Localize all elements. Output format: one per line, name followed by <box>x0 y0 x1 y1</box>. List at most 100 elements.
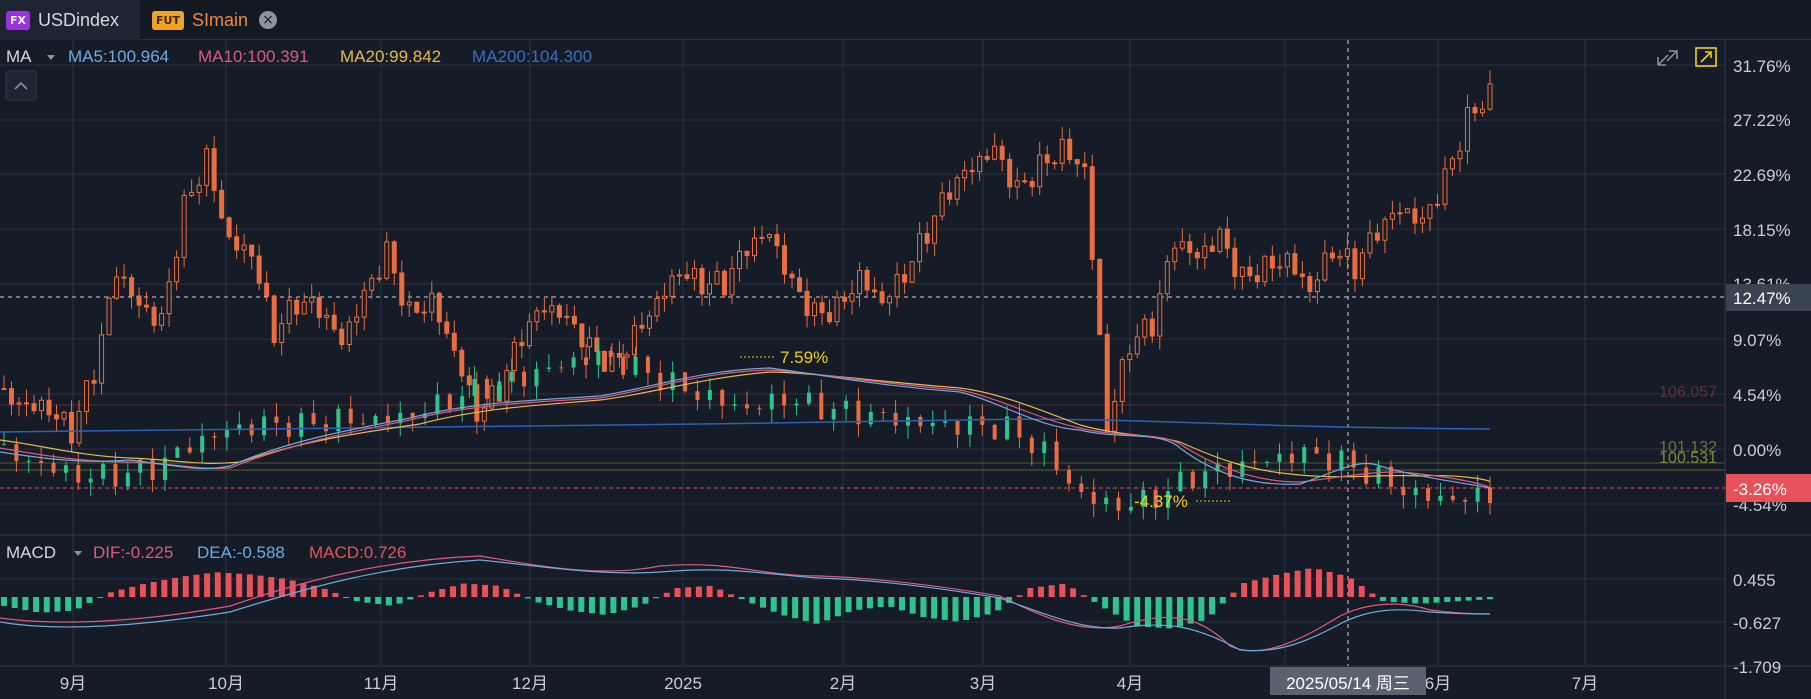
tab-usdindex[interactable]: FX USDindex <box>0 0 140 40</box>
macd-bar <box>107 592 114 597</box>
candle-body <box>924 233 930 244</box>
macd-bar <box>567 597 574 611</box>
candle-body <box>624 354 630 358</box>
candle-body <box>579 323 585 348</box>
time-tick: 2025 <box>664 674 702 693</box>
macd-bar <box>1369 593 1376 597</box>
candle-body <box>51 462 56 473</box>
macd-bar <box>86 597 93 603</box>
candle-body <box>767 234 773 238</box>
price-tick: 31.76% <box>1733 57 1791 76</box>
candle-body <box>1127 353 1133 361</box>
candle-body <box>661 295 667 300</box>
candle-body <box>336 408 341 432</box>
candle-body <box>872 289 878 293</box>
candle-body <box>410 412 415 419</box>
macd-bar <box>578 597 585 612</box>
candle-body <box>1475 487 1480 502</box>
macd-bar <box>1241 583 1248 597</box>
macd-indicator-label[interactable]: MACD <box>6 543 56 562</box>
candle-body <box>1442 168 1448 205</box>
time-tick: 11月 <box>364 674 399 693</box>
candle-body <box>187 447 192 453</box>
expand-icon[interactable] <box>1657 50 1678 66</box>
candle-body <box>301 301 307 315</box>
candle-body <box>633 356 638 375</box>
candle-body <box>1194 252 1200 259</box>
candle-body <box>669 275 675 297</box>
candle-body <box>224 429 229 438</box>
candle-body <box>384 241 390 279</box>
candle-body <box>294 299 300 315</box>
candle-body <box>166 281 172 315</box>
fullscreen-icon[interactable] <box>1695 47 1717 67</box>
macd-histogram <box>1 568 1493 629</box>
price-tick: 9.07% <box>1733 331 1781 350</box>
candle-body <box>526 321 532 347</box>
candle-body <box>584 357 589 366</box>
candle-body <box>339 328 345 346</box>
candle-body <box>1104 497 1109 504</box>
candle-body <box>902 274 908 283</box>
candle-body <box>1044 154 1050 164</box>
macd-bar <box>129 586 136 597</box>
macd-bar <box>503 588 510 597</box>
candle-body <box>522 371 527 387</box>
macd-bar <box>1230 592 1237 597</box>
macd-bar <box>920 597 927 618</box>
price-tick: 22.69% <box>1733 166 1791 185</box>
ma-indicator-label[interactable]: MA <box>6 47 32 66</box>
macd-bar <box>439 589 446 597</box>
macd-bar <box>172 577 179 597</box>
macd-bar <box>931 597 938 619</box>
candle-body <box>794 403 799 406</box>
candle-body <box>1389 212 1395 220</box>
candle-body <box>1449 158 1455 170</box>
macd-bar <box>610 597 617 613</box>
macd-bar <box>236 573 243 597</box>
macd-bar <box>1487 597 1493 600</box>
candle-body <box>1153 489 1158 508</box>
candle-body <box>782 245 788 275</box>
candle-body <box>1364 467 1369 484</box>
collapse-legend-button[interactable] <box>5 70 37 101</box>
macd-bar <box>289 580 296 597</box>
macd-bar <box>963 597 970 621</box>
candle-body <box>691 268 697 279</box>
candle-body <box>509 371 514 382</box>
ma5-line <box>0 367 1491 489</box>
candle-body <box>299 413 304 437</box>
candle-body <box>943 421 948 423</box>
candle-body <box>1067 138 1073 161</box>
candle-body <box>759 236 765 239</box>
candle-body <box>9 388 15 405</box>
candle-body <box>373 415 378 424</box>
futures-badge-icon: FUT <box>152 10 184 30</box>
macd-bar <box>1080 595 1087 597</box>
candle-body <box>311 413 316 425</box>
close-icon[interactable]: × <box>259 11 277 29</box>
candle-body <box>489 385 495 409</box>
candle-body <box>1426 488 1431 501</box>
candle-body <box>271 295 277 344</box>
candle-body <box>1215 463 1220 472</box>
macd-bar <box>1251 580 1258 597</box>
chevron-down-icon[interactable] <box>74 551 82 556</box>
candle-body <box>932 215 938 244</box>
candle-body <box>1488 487 1492 504</box>
price-chart[interactable]: 106.057 101.132 100.531 7.59% -4.37% 31.… <box>0 40 1811 699</box>
dea-line <box>0 559 1491 652</box>
candle-body <box>645 356 650 373</box>
candle-body <box>26 460 31 462</box>
candle-body <box>1224 228 1230 249</box>
candle-body <box>1463 499 1468 502</box>
time-tick: 6月 <box>1425 674 1451 693</box>
fx-badge-icon: FX <box>6 10 30 30</box>
candle-body <box>1401 486 1406 496</box>
chevron-down-icon[interactable] <box>47 55 55 60</box>
macd-bar <box>856 597 863 610</box>
price-line-106-label: 106.057 <box>1659 384 1717 401</box>
candle-body <box>1082 163 1088 168</box>
tab-simain[interactable]: FUT SImain <box>146 0 296 40</box>
candle-body <box>1438 495 1443 501</box>
